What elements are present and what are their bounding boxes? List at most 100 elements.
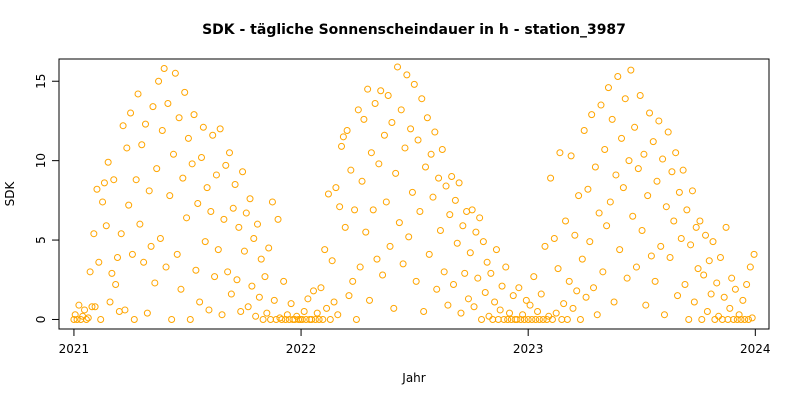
data-point <box>453 239 461 247</box>
data-point <box>599 268 607 276</box>
data-point <box>487 269 495 277</box>
data-point <box>121 306 129 314</box>
data-point <box>209 131 217 139</box>
data-point <box>715 312 723 320</box>
data-point <box>199 123 207 131</box>
data-point <box>328 257 336 265</box>
data-point <box>194 200 202 208</box>
data-point <box>550 234 558 242</box>
data-point <box>707 290 715 298</box>
data-point <box>513 315 521 323</box>
data-point <box>688 187 696 195</box>
data-point <box>619 184 627 192</box>
data-point <box>468 206 476 214</box>
data-point <box>461 269 469 277</box>
data-point <box>700 271 708 279</box>
data-point <box>414 136 422 144</box>
data-point <box>250 234 258 242</box>
data-point <box>399 260 407 268</box>
data-point <box>582 293 590 301</box>
data-point <box>418 95 426 103</box>
data-point <box>616 246 624 254</box>
data-point <box>125 201 133 209</box>
data-point <box>655 117 663 125</box>
data-point <box>427 150 435 158</box>
data-point <box>670 217 678 225</box>
data-point <box>517 315 525 323</box>
data-point <box>128 250 136 258</box>
data-point <box>295 315 303 323</box>
data-point <box>321 246 329 254</box>
data-point <box>591 163 599 171</box>
data-point <box>520 315 528 323</box>
data-point <box>746 263 754 271</box>
data-point <box>186 315 194 323</box>
data-point <box>95 258 103 266</box>
data-point <box>110 176 118 184</box>
data-point <box>603 222 611 230</box>
data-point <box>741 315 749 323</box>
data-point <box>403 71 411 79</box>
x-axis: 2021 2022 2023 2024 <box>59 328 771 356</box>
data-point <box>287 300 295 308</box>
y-tick-label: 0 <box>34 316 48 324</box>
data-point <box>522 296 530 304</box>
data-point <box>674 292 682 300</box>
data-point <box>300 308 308 316</box>
data-point <box>463 207 471 215</box>
data-point <box>560 300 568 308</box>
data-point <box>203 184 211 192</box>
data-point <box>151 279 159 287</box>
data-point <box>618 134 626 142</box>
data-point <box>640 150 648 158</box>
data-point <box>733 315 741 323</box>
data-point <box>485 312 493 320</box>
data-point <box>664 128 672 136</box>
data-point <box>653 177 661 185</box>
data-point <box>448 173 456 181</box>
data-point <box>310 287 317 295</box>
data-point <box>112 281 120 289</box>
data-point <box>623 274 631 282</box>
data-point <box>588 111 596 119</box>
data-point <box>179 174 187 182</box>
data-point <box>642 301 650 309</box>
data-point <box>567 152 575 160</box>
data-point <box>319 315 327 323</box>
data-point <box>692 223 700 231</box>
data-point <box>257 255 265 263</box>
chart-title: SDK - tägliche Sonnenscheindauer in h - … <box>202 22 626 38</box>
data-point <box>716 254 724 262</box>
data-point <box>352 315 360 323</box>
data-point <box>188 160 196 168</box>
data-point <box>578 255 586 263</box>
y-tick-label: 15 <box>34 74 48 89</box>
data-point <box>168 315 176 323</box>
data-point <box>731 285 739 293</box>
data-point <box>464 295 472 303</box>
data-point <box>728 274 736 282</box>
data-point <box>534 308 542 316</box>
data-point <box>177 285 185 293</box>
data-point <box>90 230 98 238</box>
data-point <box>685 315 693 323</box>
data-point <box>500 315 508 323</box>
data-point <box>252 312 260 320</box>
data-point <box>634 165 642 173</box>
data-point <box>263 309 271 317</box>
data-point <box>397 106 405 114</box>
data-point <box>317 284 325 292</box>
data-point <box>659 155 667 163</box>
data-point <box>104 158 112 166</box>
y-tick-label: 10 <box>34 153 48 168</box>
data-point <box>657 242 665 250</box>
data-point <box>71 311 79 319</box>
data-point <box>338 142 346 150</box>
data-point <box>364 85 372 93</box>
data-point <box>138 141 146 149</box>
data-point <box>519 311 527 319</box>
data-point <box>196 298 204 306</box>
data-point <box>666 254 674 262</box>
data-point <box>601 146 609 154</box>
data-point <box>278 315 286 323</box>
